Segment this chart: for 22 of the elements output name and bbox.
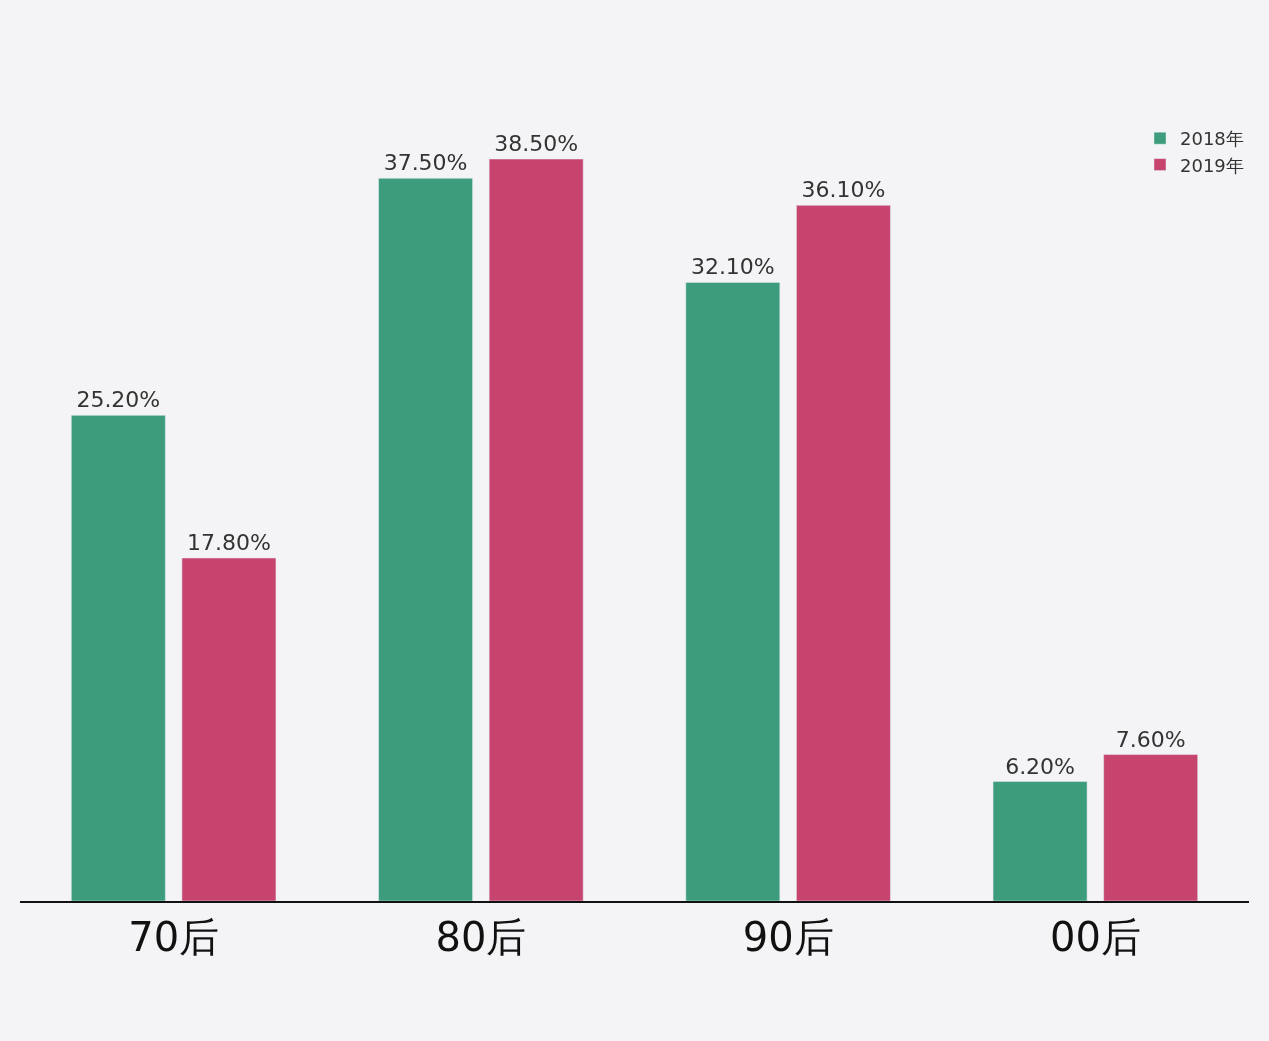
bar bbox=[796, 205, 891, 901]
x-tick-label: 90后 bbox=[742, 914, 834, 960]
data-label: 6.20% bbox=[1005, 753, 1076, 779]
data-label: 7.60% bbox=[1115, 726, 1186, 752]
x-tick-label: 00后 bbox=[1049, 914, 1141, 960]
bar bbox=[488, 158, 584, 901]
x-tick-label: 70后 bbox=[128, 914, 220, 960]
legend-label: 2019年 bbox=[1180, 154, 1244, 176]
bar bbox=[685, 282, 781, 901]
data-label: 38.50% bbox=[494, 131, 579, 157]
data-label: 32.10% bbox=[690, 254, 775, 280]
data-label: 17.80% bbox=[186, 529, 271, 555]
bar bbox=[181, 557, 277, 901]
data-label: 37.50% bbox=[383, 150, 468, 176]
bar bbox=[378, 178, 473, 901]
data-label: 25.20% bbox=[76, 387, 161, 413]
legend-label: 2018年 bbox=[1180, 128, 1244, 150]
x-tick-label: 80后 bbox=[435, 914, 527, 960]
bar bbox=[1103, 754, 1198, 901]
bar bbox=[992, 781, 1088, 901]
data-label: 36.10% bbox=[801, 177, 886, 203]
bar bbox=[71, 415, 166, 901]
